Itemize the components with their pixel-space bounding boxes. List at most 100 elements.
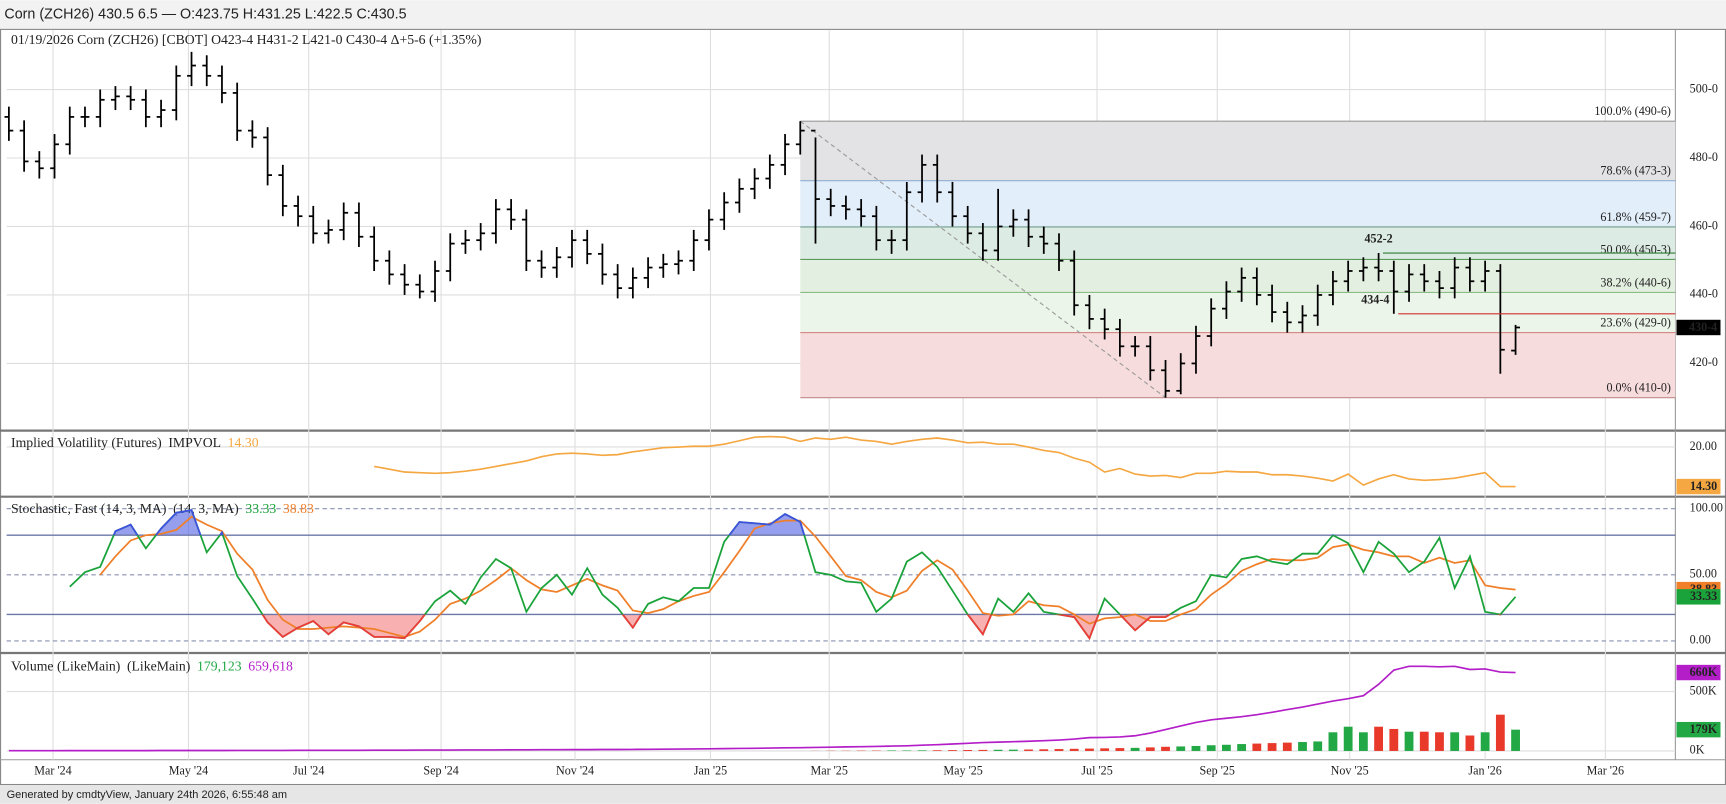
- volume-value-label: 179K: [1690, 722, 1718, 736]
- volume-bar: [1298, 742, 1307, 751]
- y-tick-label: 50.00: [1690, 567, 1717, 581]
- volume-bar: [1161, 746, 1170, 751]
- footer-bar: [0, 785, 1726, 804]
- y-tick-label: 0K: [1690, 743, 1705, 757]
- panel-title: Stochastic, Fast (14, 3, MA): [11, 501, 166, 517]
- panel-legend: 01/19/2026 Corn (ZCH26) [CBOT] O423-4 H4…: [11, 32, 481, 48]
- volume-bar: [1069, 748, 1079, 751]
- fib-label: 50.0% (450-3): [1600, 242, 1671, 256]
- last-price-box: [1676, 319, 1721, 336]
- volume-bar: [1511, 729, 1520, 751]
- x-tick-label: Mar '25: [810, 764, 847, 778]
- series-value: 38.83: [283, 501, 314, 516]
- annotation-label: 434-4: [1361, 292, 1389, 306]
- last-price-label: 430-4: [1689, 320, 1717, 334]
- d-line: [99, 515, 1516, 638]
- x-tick-label: Mar '24: [34, 764, 71, 778]
- volume-bar: [1358, 732, 1368, 751]
- fib-label: 61.8% (459-7): [1600, 210, 1671, 224]
- k-line-overbought: [112, 509, 1335, 536]
- volume-bar: [1115, 748, 1125, 751]
- overbought-fill: [113, 510, 805, 536]
- y-tick-label: 500K: [1690, 683, 1717, 697]
- y-tick-label: 500-0: [1690, 81, 1718, 95]
- open-interest-line: [8, 665, 1516, 752]
- volume-bar: [1206, 745, 1216, 751]
- panel-title: Implied Volatility (Futures): [11, 435, 162, 451]
- volume-bar: [1404, 731, 1414, 751]
- fib-label: 23.6% (429-0): [1600, 316, 1671, 330]
- volume-value-label-box: [1676, 664, 1721, 681]
- fib-zone: [800, 259, 1676, 293]
- panel-legend: Volume (LikeMain) (LikeMain) 179,123 659,61…: [11, 658, 293, 674]
- annotation-label: 452-2: [1364, 232, 1392, 246]
- series-value: 14.30: [228, 435, 259, 450]
- volume-bar: [1054, 749, 1064, 751]
- fib-zone: [800, 332, 1676, 398]
- volume-value-label-box: [1676, 721, 1721, 738]
- volume-bar: [1191, 745, 1201, 751]
- iv-line: [374, 435, 1516, 488]
- x-tick-label: Jan '25: [694, 764, 727, 778]
- volume-bar: [1008, 749, 1018, 751]
- volume-bar: [1100, 748, 1110, 751]
- panel-title: Volume (LikeMain): [11, 658, 120, 674]
- x-tick-label: Sep '24: [423, 764, 458, 778]
- iv-value-label: 14.30: [1690, 479, 1717, 493]
- stoch-value-label-box: [1676, 589, 1721, 605]
- fib-label: 100.0% (490-6): [1594, 104, 1671, 118]
- x-tick-label: Mar '26: [1587, 764, 1624, 778]
- series-value: 33.33: [245, 501, 276, 516]
- volume-bar: [917, 750, 927, 751]
- series-value: 179,123: [197, 658, 242, 673]
- volume-bar: [1450, 732, 1460, 751]
- y-tick-label: 420-0: [1690, 355, 1718, 369]
- volume-bar: [1145, 747, 1155, 751]
- volume-bar: [1389, 728, 1399, 751]
- y-tick-label: 480-0: [1690, 150, 1718, 164]
- x-tick-label: Jul '25: [1081, 764, 1112, 778]
- panel-legend: Implied Volatility (Futures) IMPVOL 14.30: [11, 435, 259, 451]
- x-tick-label: Sep '25: [1200, 764, 1235, 778]
- volume-bar: [978, 749, 988, 751]
- series-value: 659,618: [248, 658, 293, 673]
- iv-value-label-box: [1676, 478, 1721, 495]
- volume-bar: [1237, 744, 1247, 751]
- footer-text: Generated by cmdtyView, January 24th 202…: [7, 789, 287, 801]
- x-tick-label: May '24: [169, 764, 208, 778]
- volume-bar: [1130, 747, 1140, 751]
- fib-zone: [800, 226, 1676, 260]
- volume-value-label: 660K: [1690, 665, 1718, 679]
- volume-bar: [1435, 732, 1444, 751]
- volume-bar: [1085, 748, 1094, 751]
- volume-bar: [1374, 726, 1383, 751]
- fib-zone: [800, 121, 1676, 181]
- panel-subtitle: (LikeMain): [127, 658, 190, 674]
- volume-bar: [1343, 726, 1353, 751]
- chart-subtitle: 01/19/2026 Corn (ZCH26) [CBOT] O423-4 H4…: [11, 32, 481, 48]
- x-tick-label: Nov '25: [1331, 764, 1369, 778]
- x-tick-label: May '25: [943, 764, 982, 778]
- volume-bar: [1480, 732, 1490, 751]
- fib-label: 38.2% (440-6): [1600, 275, 1671, 289]
- header-title: Corn (ZCH26) 430.5 6.5 — O:423.75 H:431.…: [4, 6, 406, 22]
- volume-bar: [1282, 742, 1292, 751]
- fib-label: 0.0% (410-0): [1606, 381, 1670, 395]
- x-tick-label: Nov '24: [556, 764, 594, 778]
- y-tick-label: 440-0: [1690, 287, 1718, 301]
- volume-bar: [993, 749, 1003, 751]
- series-name: IMPVOL: [168, 435, 221, 450]
- volume-bar: [1465, 735, 1475, 751]
- volume-bar: [1419, 731, 1429, 751]
- k-line-oversold: [261, 614, 1502, 641]
- volume-bar: [1039, 749, 1049, 751]
- volume-bar: [1176, 746, 1186, 751]
- x-tick-label: Jan '26: [1468, 764, 1501, 778]
- volume-bar: [1222, 744, 1231, 751]
- stoch-value-label: 33.33: [1690, 589, 1717, 603]
- volume-bar: [1313, 741, 1323, 751]
- x-tick-label: Jul '24: [293, 764, 324, 778]
- panel-legend: Stochastic, Fast (14, 3, MA) (14, 3, MA) 3…: [11, 501, 314, 517]
